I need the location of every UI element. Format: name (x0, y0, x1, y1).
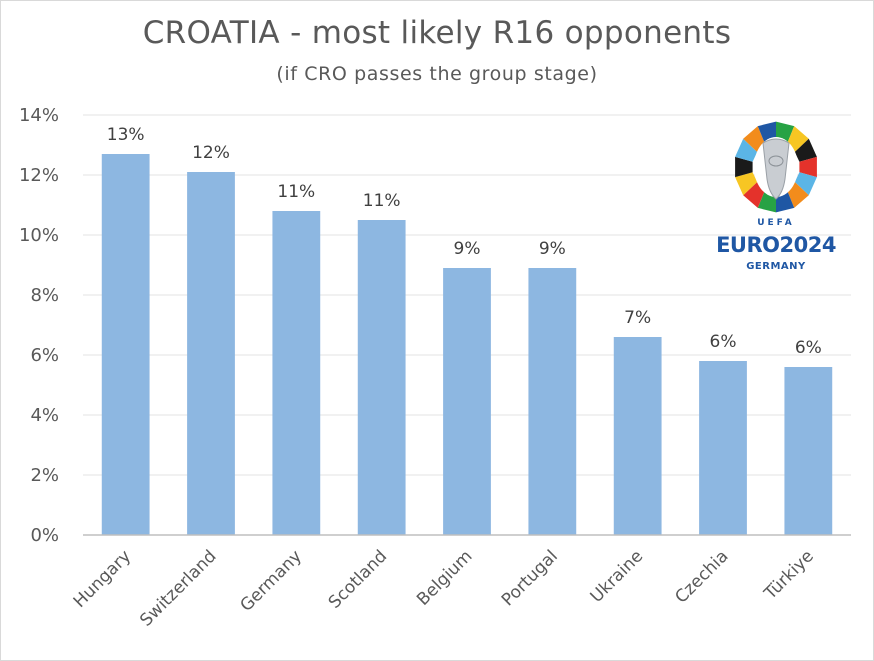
emblem-segment (743, 182, 766, 208)
x-tick-label: Czechia (671, 546, 732, 607)
chart-subtitle: (if CRO passes the group stage) (276, 63, 598, 85)
emblem-segment (735, 172, 758, 196)
x-tick-label: Scotland (325, 546, 391, 612)
data-label: 9% (539, 239, 566, 259)
y-tick-label: 12% (19, 165, 59, 186)
trophy-detail (768, 155, 784, 167)
x-tick-label: Switzerland (136, 546, 220, 630)
data-label: 9% (454, 239, 481, 259)
x-tick-label: Hungary (70, 546, 135, 611)
emblem-segment (735, 156, 753, 178)
y-tick-label: 10% (19, 225, 59, 246)
logo-event-text: EURO2024 (716, 233, 836, 257)
data-label: 13% (107, 125, 145, 145)
bar (784, 367, 833, 535)
bar (528, 268, 577, 535)
logo-host-text: GERMANY (746, 261, 806, 272)
data-label: 11% (277, 182, 315, 202)
y-tick-label: 6% (30, 345, 59, 366)
y-tick-label: 8% (30, 285, 59, 306)
bar (187, 172, 235, 535)
emblem-segment (799, 156, 817, 178)
bar (357, 220, 406, 535)
trophy-shape (762, 138, 790, 200)
x-tick-label: Portugal (498, 546, 562, 610)
trophy-emblem-icon (735, 121, 817, 213)
bar (272, 211, 321, 535)
x-tick-label: Germany (236, 546, 305, 615)
emblem-segment (786, 182, 809, 208)
bar (101, 154, 150, 535)
x-tick-label: Türkiye (760, 546, 818, 604)
y-tick-label: 4% (30, 405, 59, 426)
data-label: 7% (624, 308, 651, 328)
bar (699, 361, 747, 535)
y-tick-label: 0% (30, 525, 59, 546)
euro2024-logo: UEFA EURO2024 GERMANY (711, 119, 841, 279)
data-label: 11% (363, 191, 401, 211)
emblem-segment (735, 138, 758, 162)
chart-title: CROATIA - most likely R16 opponents (142, 15, 732, 51)
logo-uefa-text: UEFA (757, 218, 795, 228)
data-label: 6% (710, 332, 737, 352)
data-label: 12% (192, 143, 230, 163)
emblem-segment (786, 126, 809, 152)
emblem-segment (794, 172, 817, 196)
bar (613, 337, 662, 535)
data-label: 6% (795, 338, 822, 358)
emblem-segment (794, 138, 817, 162)
y-tick-label: 14% (19, 105, 59, 126)
x-tick-label: Belgium (413, 546, 476, 609)
y-tick-label: 2% (30, 465, 59, 486)
bar (443, 268, 491, 535)
x-tick-label: Ukraine (587, 546, 648, 607)
emblem-segment (743, 126, 766, 152)
